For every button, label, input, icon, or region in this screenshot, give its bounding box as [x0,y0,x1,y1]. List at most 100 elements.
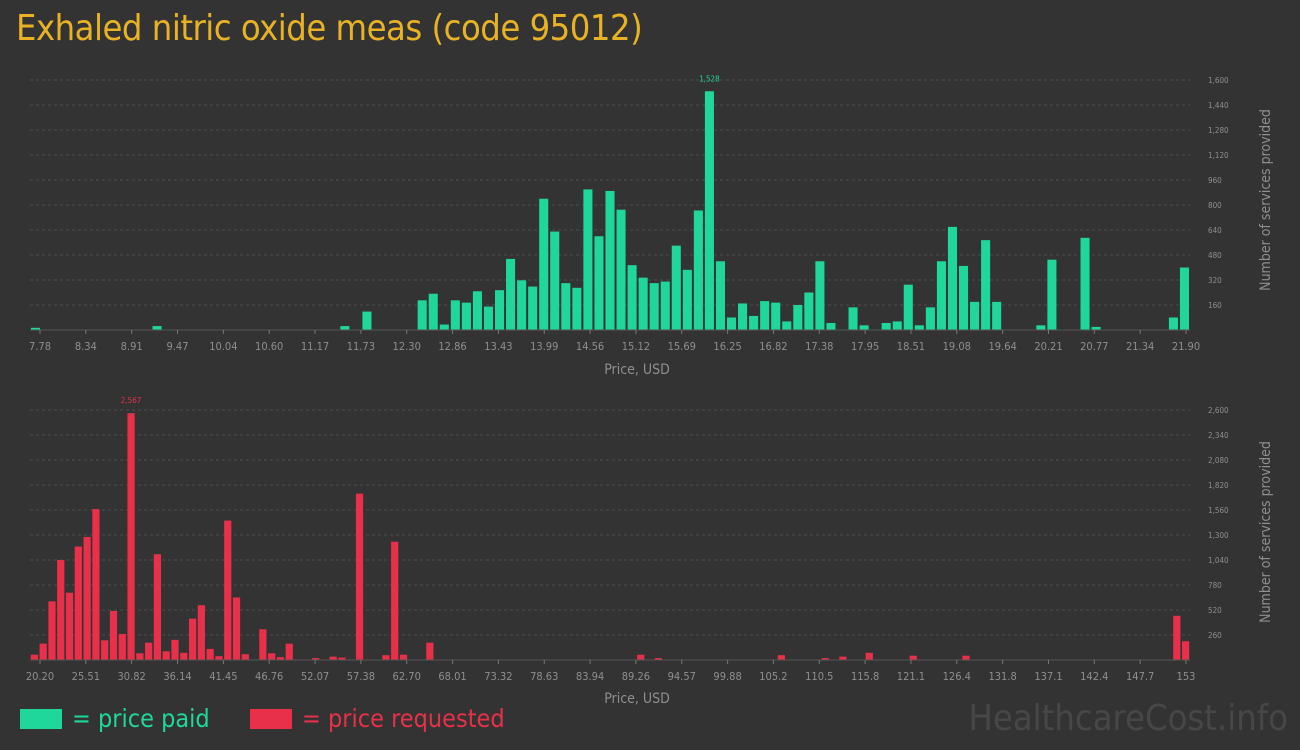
bar-requested [399,654,408,660]
bar-paid [726,317,737,330]
bar-paid [749,315,759,330]
bar-requested [382,655,390,660]
bar-paid [992,301,1002,330]
chart-price-requested: 260 520 780 1,040 1,300 1,560 1,820 2,080 2,340 2… [26,396,1274,707]
bar-requested [145,642,153,660]
bar-paid [528,286,538,330]
x-tick-label: 17.95 [851,340,879,353]
bar-requested [30,654,38,660]
bar-paid [682,269,692,330]
bar-requested [909,655,917,660]
bar-requested [232,597,241,660]
bar-requested [92,509,100,660]
x-tick-label: 8.34 [75,340,97,353]
bar-requested [1182,641,1190,660]
x-tick-label: 78.63 [530,670,558,683]
x-tick-label: 153 [1177,670,1196,683]
bar-paid [550,231,560,330]
bar-paid [693,210,703,330]
bar-requested [162,651,170,660]
x-tick-label: 8.91 [121,340,143,353]
bar-paid [903,284,913,330]
bar-paid [30,327,41,330]
x-tick-label: 46.76 [255,670,283,683]
bar-paid [627,265,637,330]
x-tick-label: 121.1 [897,670,925,683]
bar-paid [859,325,869,330]
bar-paid [738,303,748,330]
bar-paid [826,322,836,330]
bar-requested [285,643,293,660]
x-axis-title: Price, USD [604,362,670,378]
bar-requested [839,656,847,660]
x-tick-label: 25.51 [72,670,100,683]
y-tick-label: 1,560 [1208,506,1229,515]
x-tick-label: 137.1 [1034,670,1062,683]
x-tick-label: 20.21 [1034,340,1062,353]
x-tick-label: 21.90 [1172,340,1200,353]
bar-paid [1091,326,1101,330]
legend-label-paid: = price paid [72,704,210,733]
x-tick-label: 10.04 [209,340,237,353]
y-tick-label: 640 [1208,226,1222,235]
bar-requested [180,652,188,660]
chart-title: Exhaled nitric oxide meas (code 95012) [16,8,643,49]
y-tick-label: 960 [1208,176,1222,185]
x-tick-label: 99.88 [713,670,741,683]
bar-requested [329,656,337,660]
y-tick-label: 2,340 [1208,431,1229,440]
x-tick-label: 13.43 [484,340,512,353]
x-tick-label: 15.69 [668,340,696,353]
bar-paid [793,305,803,330]
x-tick-label: 36.14 [163,670,191,683]
bar-requested [865,652,873,660]
bar-paid [704,91,714,330]
y-tick-label: 2,080 [1208,456,1229,465]
bar-requested [962,655,970,660]
x-tick-label: 21.34 [1126,340,1154,353]
bar-requested [312,658,320,660]
bar-requested [1173,615,1181,660]
bar-paid [1080,237,1090,330]
bar-paid [494,290,505,330]
bar-paid [649,283,659,330]
bar-requested [426,642,434,660]
bar-requested [821,658,829,660]
x-tick-label: 10.60 [255,340,283,353]
x-tick-label: 12.30 [393,340,421,353]
bar-paid [760,301,770,330]
y-tick-label: 160 [1208,301,1222,310]
bar-paid [539,198,549,330]
x-tick-label: 73.32 [484,670,512,683]
x-tick-label: 11.73 [347,340,375,353]
x-tick-label: 83.94 [576,670,604,683]
bar-paid [892,321,902,330]
max-value-label: 2,567 [121,396,142,405]
y-tick-label: 1,440 [1208,101,1229,110]
bar-paid [594,236,604,330]
y-tick-label: 320 [1208,276,1222,285]
bar-paid [483,306,494,330]
x-tick-label: 13.99 [530,340,558,353]
bar-paid [152,326,162,330]
bar-paid [815,261,825,330]
bar-paid [660,281,670,330]
x-tick-label: 12.86 [438,340,466,353]
bar-requested [48,601,56,660]
x-tick-label: 52.07 [301,670,329,683]
x-tick-label: 94.57 [668,670,696,683]
y-tick-label: 800 [1208,201,1222,210]
bar-paid [947,226,958,330]
bar-requested [57,560,65,660]
x-tick-label: 68.01 [438,670,466,683]
bar-paid [340,326,350,330]
x-tick-label: 131.8 [988,670,1016,683]
bar-paid [450,300,460,330]
bar-requested [153,554,162,660]
bar-requested [355,493,364,660]
x-tick-label: 16.25 [713,340,741,353]
bar-paid [1179,267,1190,330]
bar-requested [65,592,74,660]
bar-paid [439,324,449,330]
bar-requested [127,413,135,660]
